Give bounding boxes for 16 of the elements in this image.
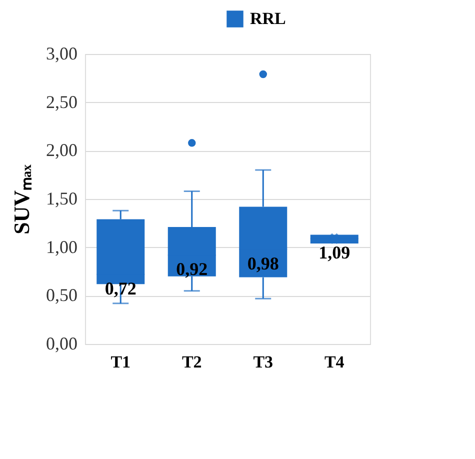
y-tick-label: 2,00 [46, 140, 78, 160]
y-tick-label: 1,00 [46, 236, 78, 257]
x-tick-label: T2 [182, 352, 202, 372]
y-tick-label: 1,50 [46, 188, 78, 208]
x-tick-label: T4 [324, 352, 345, 372]
y-tick-label: 3,00 [46, 44, 78, 64]
x-tick-label: T1 [110, 352, 131, 372]
legend-label: RRL [250, 9, 286, 28]
y-tick-label: 0,00 [46, 334, 78, 354]
y-axis-title: SUVₘₐₓ [9, 164, 34, 234]
x-tick-label: T3 [253, 352, 274, 372]
text: 0,98 [247, 253, 279, 274]
y-tick-label: 2,50 [46, 92, 78, 112]
text: 1,09 [318, 242, 350, 263]
y-tick-label: 0,50 [46, 285, 78, 306]
text: 0,92 [176, 259, 208, 280]
